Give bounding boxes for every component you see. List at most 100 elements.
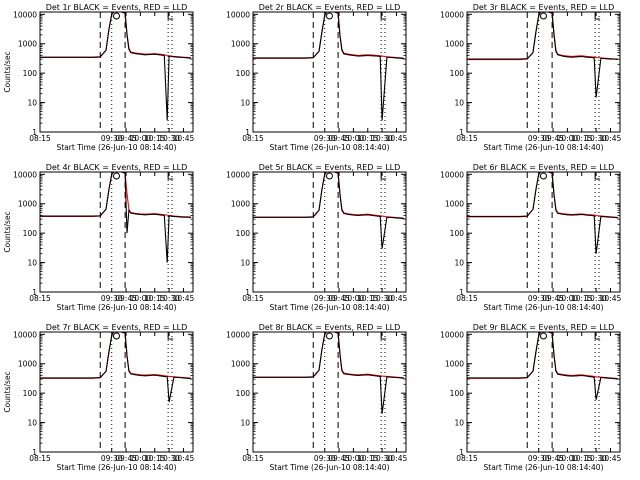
bracket-marker: [380, 13, 387, 20]
y-tick-label: 1000: [18, 360, 37, 369]
chart-panel-2: Det 2r BLACK = Events, RED = LLD 1 10 100 10…: [226, 3, 407, 152]
circle-marker: [113, 332, 120, 340]
y-tick-label: 10: [240, 419, 250, 428]
y-tick-label: 10: [27, 99, 37, 108]
chart-title: Det 4r BLACK = Events, RED = LLD: [46, 163, 188, 172]
x-tick-label: 10:15: [571, 454, 593, 463]
y-tick-label: 100: [23, 69, 38, 78]
x-axis-label: Start Time (26-Jun-10 08:14:40): [57, 143, 177, 152]
x-tick-label: 09:30: [528, 294, 550, 303]
y-tick-label: 100: [236, 389, 251, 398]
x-tick-label: 08:15: [456, 294, 478, 303]
y-tick-label: 10000: [440, 330, 464, 339]
plot-frame: [39, 171, 194, 293]
x-tick-label: 09:45: [115, 294, 137, 303]
plot-frame: [252, 171, 407, 293]
y-tick-label: 1: [245, 288, 250, 297]
y-tick-label: 10000: [13, 170, 37, 179]
y-tick-label: 100: [450, 69, 465, 78]
x-tick-label: 09:45: [542, 134, 564, 143]
x-tick-label: 10:15: [357, 134, 379, 143]
y-tick-label: 10000: [440, 170, 464, 179]
plot-frame: [466, 171, 621, 293]
x-tick-label: 10:00: [343, 454, 365, 463]
x-tick-label: 10:15: [571, 294, 593, 303]
x-tick-label: 09:45: [542, 454, 564, 463]
x-tick-label: 10:15: [357, 454, 379, 463]
x-axis-label: Start Time (26-Jun-10 08:14:40): [57, 303, 177, 312]
x-tick-label: 10:45: [386, 294, 408, 303]
x-tick-label: 09:45: [328, 294, 350, 303]
bracket-marker: [380, 333, 387, 340]
x-tick-label: 09:30: [528, 134, 550, 143]
y-tick-label: 10: [454, 99, 464, 108]
chart-title: Det 9r BLACK = Events, RED = LLD: [473, 323, 615, 332]
x-tick-label: 08:15: [456, 454, 478, 463]
circle-marker: [540, 12, 547, 20]
x-tick-label: 10:00: [557, 134, 579, 143]
y-tick-label: 1000: [231, 360, 250, 369]
bracket-marker: [380, 173, 387, 180]
x-tick-label: 10:45: [600, 294, 622, 303]
x-axis-label: Start Time (26-Jun-10 08:14:40): [484, 303, 604, 312]
x-axis-label: Start Time (26-Jun-10 08:14:40): [270, 303, 390, 312]
plot-frame: [466, 331, 621, 453]
y-tick-label: 1000: [18, 40, 37, 49]
circle-marker: [113, 12, 120, 20]
series-line-events: [253, 332, 405, 414]
x-tick-label: 08:15: [456, 134, 478, 143]
x-tick-label: 09:30: [528, 454, 550, 463]
y-tick-label: 100: [23, 389, 38, 398]
x-tick-label: 09:30: [314, 454, 336, 463]
circle-marker: [540, 172, 547, 180]
bracket-marker: [167, 173, 174, 180]
y-tick-label: 1000: [231, 40, 250, 49]
plot-frame: [252, 331, 407, 453]
y-tick-label: 1000: [445, 40, 464, 49]
bracket-marker: [594, 13, 601, 20]
y-tick-label: 1: [459, 128, 464, 137]
x-axis-label: Start Time (26-Jun-10 08:14:40): [270, 463, 390, 472]
y-tick-label: 100: [23, 229, 38, 238]
x-tick-label: 10:00: [557, 294, 579, 303]
x-tick-label: 09:30: [101, 134, 123, 143]
chart-panel-5: Det 5r BLACK = Events, RED = LLD 1 10 100 10…: [226, 163, 407, 312]
bracket-marker: [594, 333, 601, 340]
chart-panel-4: Det 4r BLACK = Events, RED = LLD 1 10 100 10…: [3, 163, 194, 312]
series-line-events: [40, 172, 192, 263]
x-axis-label: Start Time (26-Jun-10 08:14:40): [57, 463, 177, 472]
x-tick-label: 10:30: [371, 294, 393, 303]
chart-title: Det 3r BLACK = Events, RED = LLD: [473, 3, 615, 12]
x-tick-label: 10:30: [158, 454, 180, 463]
x-tick-label: 10:45: [173, 454, 195, 463]
x-tick-label: 09:45: [542, 294, 564, 303]
x-tick-label: 09:30: [101, 294, 123, 303]
y-axis-label: Counts/sec: [3, 51, 12, 92]
y-tick-label: 10: [240, 259, 250, 268]
y-tick-label: 10: [27, 419, 37, 428]
plot-frame: [466, 11, 621, 133]
x-axis-label: Start Time (26-Jun-10 08:14:40): [484, 143, 604, 152]
series-line-events: [253, 12, 405, 121]
x-tick-label: 10:45: [173, 294, 195, 303]
chart-title: Det 6r BLACK = Events, RED = LLD: [473, 163, 615, 172]
x-tick-label: 10:15: [571, 134, 593, 143]
series-line-events: [253, 172, 405, 249]
chart-panel-9: Det 9r BLACK = Events, RED = LLD 1 10 100 10…: [440, 323, 621, 472]
series-line-events: [40, 332, 192, 403]
x-tick-label: 10:00: [130, 134, 152, 143]
x-tick-label: 09:30: [101, 454, 123, 463]
y-tick-label: 1000: [445, 360, 464, 369]
circle-marker: [326, 332, 333, 340]
x-tick-label: 10:30: [158, 294, 180, 303]
x-tick-label: 10:45: [386, 454, 408, 463]
y-axis-label: Counts/sec: [3, 371, 12, 412]
x-tick-label: 10:30: [585, 454, 607, 463]
x-tick-label: 10:00: [557, 454, 579, 463]
y-tick-label: 100: [450, 229, 465, 238]
x-tick-label: 09:45: [328, 134, 350, 143]
chart-panel-7: Det 7r BLACK = Events, RED = LLD 1 10 100 10…: [3, 323, 194, 472]
x-tick-label: 10:30: [158, 134, 180, 143]
x-tick-label: 10:30: [585, 294, 607, 303]
